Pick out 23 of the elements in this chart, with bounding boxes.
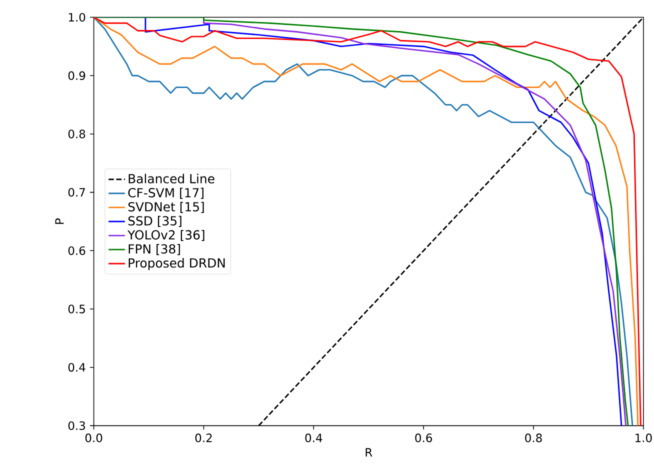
x-tick-label: 0.0 bbox=[85, 434, 102, 442]
x-tick-label: 0.8 bbox=[525, 434, 542, 442]
legend-label: CF-SVM [17] bbox=[128, 188, 204, 199]
y-tick-label: 0.4 bbox=[68, 363, 86, 372]
legend-label: Balanced Line bbox=[128, 174, 214, 184]
y-tick-label: 0.7 bbox=[68, 188, 85, 197]
y-axis-title: P bbox=[55, 218, 64, 224]
x-tick-label: 1.0 bbox=[636, 434, 652, 442]
y-tick-label: 0.3 bbox=[68, 421, 85, 430]
y-tick-label: 0.6 bbox=[68, 246, 86, 256]
x-axis-title: R bbox=[366, 448, 372, 457]
y-tick-label: 0.5 bbox=[68, 304, 85, 314]
x-tick-label: 0.6 bbox=[415, 434, 432, 442]
x-tick-label: 0.4 bbox=[305, 434, 322, 442]
x-tick-label: 0.2 bbox=[195, 434, 212, 442]
legend-label: SSD [35] bbox=[128, 216, 182, 228]
y-tick-label: 0.9 bbox=[68, 71, 86, 80]
y-tick-label: 1.0 bbox=[68, 12, 86, 22]
y-tick-label: 0.8 bbox=[68, 130, 86, 138]
legend-label: FPN [38] bbox=[128, 244, 180, 256]
legend-label: YOLOv2 [36] bbox=[128, 230, 204, 242]
legend-label: Proposed DRDN bbox=[128, 258, 225, 270]
legend-label: SVDNet [15] bbox=[128, 202, 204, 213]
